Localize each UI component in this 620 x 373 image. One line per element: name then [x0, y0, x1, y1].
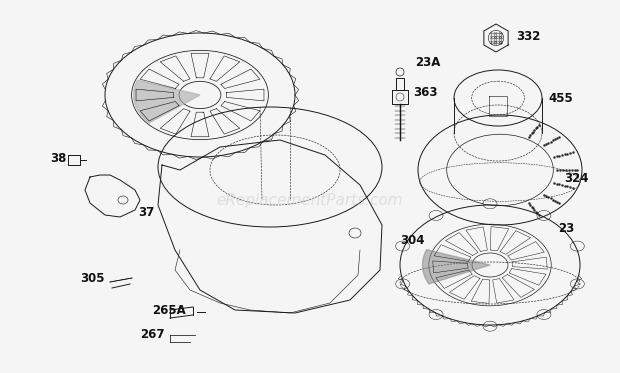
- Text: 38: 38: [50, 151, 66, 164]
- Polygon shape: [133, 80, 200, 123]
- Text: 455: 455: [548, 91, 573, 104]
- Text: 37: 37: [138, 207, 154, 219]
- Text: 23A: 23A: [415, 56, 440, 69]
- Text: 23: 23: [558, 222, 574, 235]
- Text: eReplacementParts.com: eReplacementParts.com: [216, 192, 404, 207]
- Polygon shape: [422, 250, 490, 284]
- Text: 304: 304: [400, 233, 425, 247]
- Text: 332: 332: [516, 29, 541, 43]
- Text: 267: 267: [140, 329, 164, 342]
- Text: 363: 363: [413, 87, 438, 100]
- Text: 324: 324: [564, 172, 588, 185]
- Text: 305: 305: [80, 272, 105, 285]
- Text: 265A: 265A: [152, 304, 186, 317]
